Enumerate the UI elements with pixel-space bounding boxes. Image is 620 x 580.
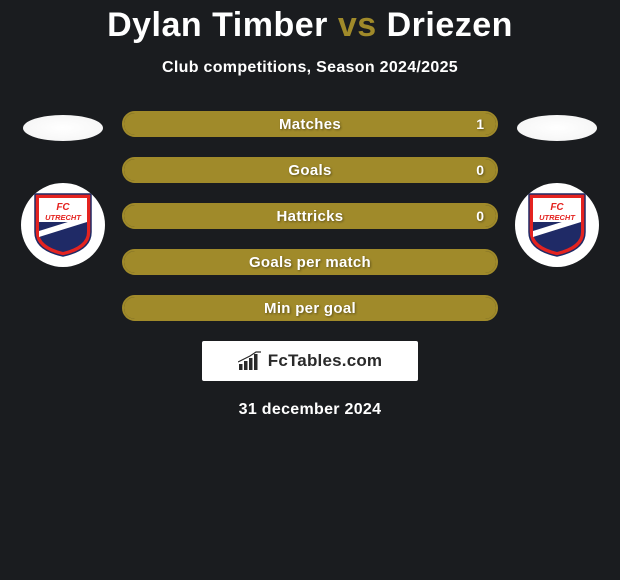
stat-label: Goals per match	[124, 254, 496, 271]
comparison-title: Dylan Timber vs Driezen	[0, 0, 620, 45]
svg-text:FC: FC	[56, 202, 70, 213]
right-side: FC UTRECHT	[502, 111, 612, 267]
chart-icon	[238, 351, 262, 371]
stat-label: Goals	[124, 162, 496, 179]
stat-label: Matches	[124, 116, 496, 133]
subtitle: Club competitions, Season 2024/2025	[0, 59, 620, 77]
stat-row: Goals0	[122, 157, 498, 183]
player2-name: Driezen	[387, 6, 513, 44]
stat-value-right: 1	[476, 116, 484, 132]
stat-row: Matches1	[122, 111, 498, 137]
stat-value-right: 0	[476, 208, 484, 224]
vs-text: vs	[338, 6, 377, 44]
svg-text:UTRECHT: UTRECHT	[45, 213, 82, 222]
player2-club-badge: FC UTRECHT	[515, 183, 599, 267]
player1-name: Dylan Timber	[107, 6, 328, 44]
footer-brand-badge[interactable]: FcTables.com	[202, 341, 418, 381]
comparison-content: FC UTRECHT Matches1Goals0Hattricks0Goals…	[0, 111, 620, 321]
svg-text:FC: FC	[550, 202, 564, 213]
stat-label: Min per goal	[124, 300, 496, 317]
stat-row: Goals per match	[122, 249, 498, 275]
player1-avatar	[23, 115, 103, 141]
footer-date: 31 december 2024	[0, 401, 620, 419]
stat-rows: Matches1Goals0Hattricks0Goals per matchM…	[118, 111, 502, 321]
footer-brand-text: FcTables.com	[268, 351, 383, 371]
player2-avatar	[517, 115, 597, 141]
stat-row: Min per goal	[122, 295, 498, 321]
club-shield-icon: FC UTRECHT	[33, 192, 93, 258]
player1-club-badge: FC UTRECHT	[21, 183, 105, 267]
svg-text:UTRECHT: UTRECHT	[539, 213, 576, 222]
stat-label: Hattricks	[124, 208, 496, 225]
stat-value-right: 0	[476, 162, 484, 178]
club-shield-icon: FC UTRECHT	[527, 192, 587, 258]
left-side: FC UTRECHT	[8, 111, 118, 267]
stat-row: Hattricks0	[122, 203, 498, 229]
